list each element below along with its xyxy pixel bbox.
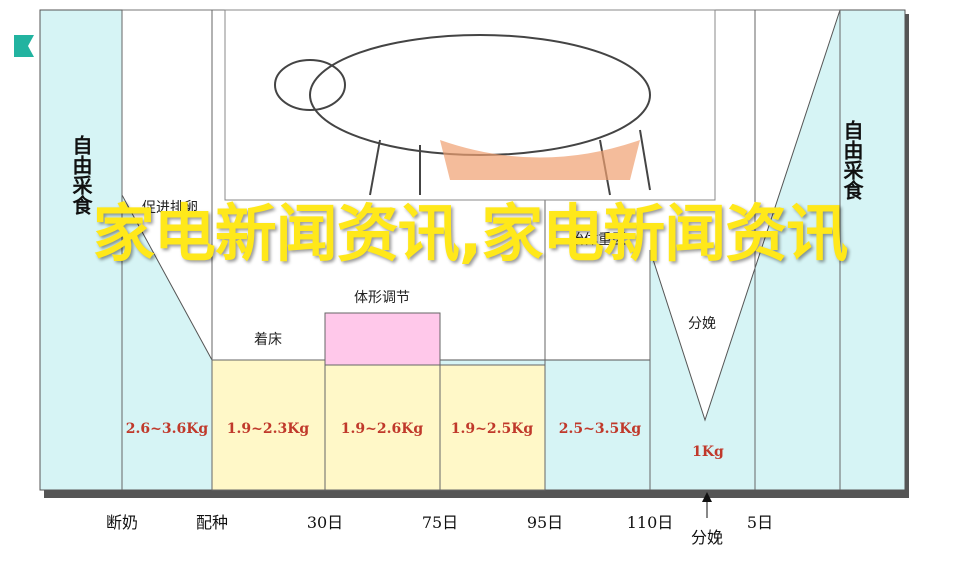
- piglets: [440, 140, 640, 180]
- timeline-label: 分娩: [691, 528, 723, 547]
- weight-label: 1Kg: [692, 444, 724, 460]
- timeline-label: 5日: [747, 513, 773, 532]
- side-label: 自由采食: [840, 119, 864, 201]
- tag-icon: [14, 35, 34, 57]
- overlay-title: 家电新闻资讯,家电新闻资讯: [92, 197, 849, 270]
- arrow-head: [702, 492, 712, 502]
- weight-label: 2.5~3.5Kg: [559, 421, 642, 437]
- timeline-label: 75日: [422, 513, 458, 532]
- timeline-label: 30日: [307, 513, 343, 532]
- weight-label: 1.9~2.5Kg: [451, 421, 534, 437]
- block: [324, 312, 441, 366]
- weight-label: 2.6~3.6Kg: [126, 421, 209, 437]
- weight-label: 1.9~2.3Kg: [227, 421, 310, 437]
- timeline-label: 110日: [627, 513, 674, 532]
- stage-label: 分娩: [688, 316, 716, 332]
- weight-label: 1.9~2.6Kg: [341, 421, 424, 437]
- stage-label: 胎体重区: [570, 232, 626, 248]
- timeline-label: 断奶: [106, 513, 138, 532]
- stage-label: 着床: [254, 332, 282, 348]
- block: [324, 364, 441, 491]
- side-label: 自由采食: [69, 134, 93, 216]
- timeline-label: 配种: [196, 513, 228, 532]
- stage-label: 促进排卵: [142, 200, 198, 216]
- dividers: [121, 10, 841, 490]
- timeline-label: 95日: [527, 513, 563, 532]
- block: [439, 364, 546, 491]
- stage-label: 体形调节: [354, 290, 410, 306]
